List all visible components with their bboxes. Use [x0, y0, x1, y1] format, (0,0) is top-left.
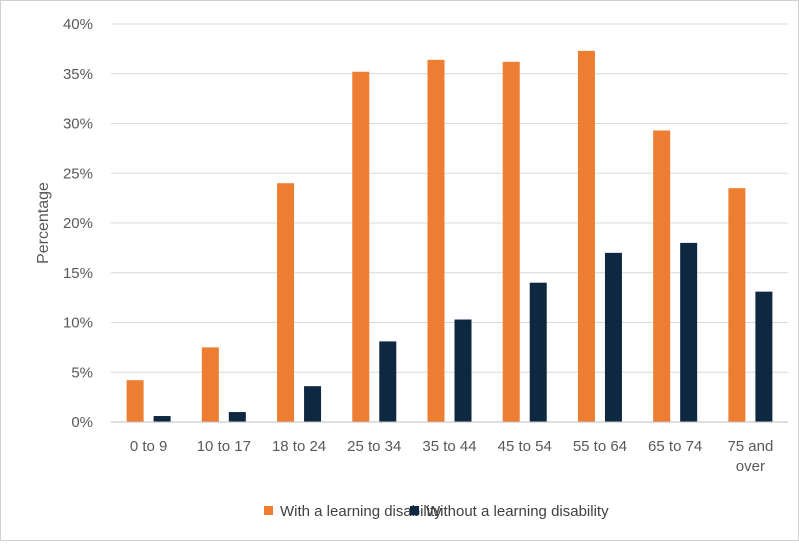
- x-category-label: 75 and over: [727, 438, 773, 475]
- y-tick-label: 5%: [71, 364, 93, 381]
- bars: [111, 50, 788, 423]
- y-tick-label: 25%: [63, 165, 93, 182]
- bar-with: [277, 183, 295, 422]
- bar-without: [755, 291, 773, 422]
- y-tick-label: 35%: [63, 66, 93, 83]
- y-tick-label: 40%: [63, 16, 93, 33]
- x-category-label: 0 to 9: [130, 438, 168, 455]
- bar-with: [502, 61, 520, 423]
- y-tick-label: 10%: [63, 315, 93, 332]
- legend-swatch-without: [410, 506, 419, 515]
- y-axis-ticks: 0% 5% 10% 15% 20% 25% 30% 35% 40%: [63, 16, 93, 431]
- x-category-label: 35 to 44: [422, 438, 476, 455]
- bar-without: [680, 242, 698, 422]
- gridlines: [111, 23, 788, 423]
- y-tick-label: 0%: [71, 414, 93, 431]
- x-category-label: 65 to 74: [648, 438, 702, 455]
- x-axis-categories: 0 to 9 10 to 17 18 to 24 25 to 34 35 to 44 45…: [130, 438, 773, 475]
- y-tick-label: 15%: [63, 265, 93, 282]
- bar-with: [201, 347, 219, 422]
- bar-without: [454, 319, 472, 422]
- y-tick-label: 20%: [63, 215, 93, 232]
- legend: With a learning disability Without a lea…: [264, 503, 609, 520]
- bar-with: [126, 380, 144, 422]
- bar-without: [604, 252, 622, 422]
- bar-with: [427, 59, 445, 422]
- x-category-label: 45 to 54: [498, 438, 552, 455]
- legend-label-without: Without a learning disability: [426, 503, 609, 520]
- y-tick-label: 30%: [63, 116, 93, 133]
- bar-with: [352, 71, 370, 422]
- x-category-label: 25 to 34: [347, 438, 401, 455]
- bar-with: [653, 130, 671, 422]
- x-category-label: 10 to 17: [197, 438, 251, 455]
- bar-without: [153, 416, 171, 422]
- x-category-label: 55 to 64: [573, 438, 627, 455]
- bar-with: [577, 50, 595, 423]
- bar-without: [529, 282, 547, 422]
- bar-without: [379, 341, 397, 422]
- x-category-label: 18 to 24: [272, 438, 326, 455]
- bar-without: [228, 412, 246, 422]
- legend-swatch-with: [264, 506, 273, 515]
- bar-without: [304, 386, 322, 422]
- bar-with: [728, 188, 746, 422]
- y-axis-label: Percentage: [35, 182, 52, 264]
- legend-label-with: With a learning disability: [280, 503, 442, 520]
